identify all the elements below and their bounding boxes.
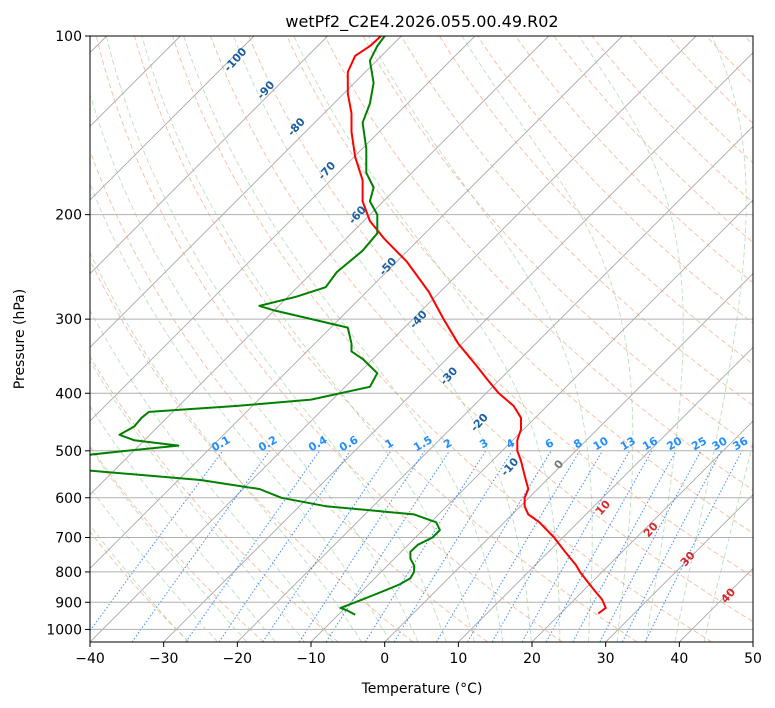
x-tick-label: −20: [223, 651, 253, 667]
dry-adiabat-line: [210, 36, 753, 623]
plot-frame: [89, 35, 754, 643]
moist-adiabat-line: [674, 36, 747, 642]
x-tick-label: 0: [380, 651, 389, 667]
mixing-ratio-line: [644, 450, 743, 642]
isotherm-line: [90, 36, 255, 201]
mixing-ratio-line: [90, 450, 224, 632]
isotherm-line: [90, 36, 328, 275]
moist-adiabat-line: [90, 182, 391, 642]
dry-adiabat-line: [90, 355, 339, 642]
dry-adiabat-line: [286, 36, 753, 534]
x-axis-label: Temperature (°C): [361, 681, 483, 697]
mixing-ratio-line: [185, 450, 321, 642]
moist-adiabat-line: [90, 524, 189, 642]
dry-adiabat-line: [400, 36, 753, 407]
y-axis-label: Pressure (hPa): [12, 289, 28, 389]
isotherm-line: [90, 36, 402, 348]
y-tick-label: 200: [55, 208, 82, 224]
dry-adiabat-line: [324, 36, 753, 491]
dewpoint-profile-line: [90, 36, 441, 616]
dry-adiabat-line: [90, 259, 414, 642]
y-tick-label: 500: [55, 444, 82, 460]
isotherm-line: [384, 273, 753, 642]
x-tick-label: 40: [670, 651, 688, 667]
isotherm-line: [605, 494, 753, 642]
background-lines: [90, 36, 753, 642]
moist-adiabat-line: [578, 36, 684, 642]
moist-adiabat-line: [368, 36, 593, 642]
dry-adiabat-line: [591, 36, 753, 204]
mixing-ratio-line: [218, 450, 351, 642]
x-tick-label: 50: [744, 651, 762, 667]
mixing-ratio-line: [572, 450, 677, 642]
temperature-profile-line: [346, 36, 607, 615]
x-tick-label: 10: [449, 651, 467, 667]
mixing-ratio-line: [621, 450, 722, 642]
x-tick-label: −40: [75, 651, 105, 667]
isotherm-line: [163, 52, 753, 642]
moist-adiabat-line: [90, 359, 305, 642]
isotherm-line: [458, 346, 753, 642]
x-tick-label: −30: [149, 651, 179, 667]
dry-adiabat-line: [95, 36, 563, 642]
dry-adiabat-line: [477, 36, 753, 324]
y-tick-label: 600: [55, 491, 82, 507]
dry-adiabat-line: [439, 36, 753, 365]
mixing-ratio-line: [325, 450, 451, 642]
mixing-ratio-line: [599, 450, 702, 642]
mixing-ratio-line: [435, 450, 552, 642]
moist-adiabat-line: [293, 36, 561, 642]
plot-area: [90, 36, 753, 642]
mixing-ratio-line: [131, 450, 271, 642]
pressure-gridlines: [90, 36, 753, 630]
moist-adiabat-line: [183, 36, 504, 642]
y-tick-label: 1000: [46, 622, 82, 638]
mixing-ratio-line: [545, 450, 653, 642]
mixing-ratio-line: [262, 450, 392, 642]
y-tick-label: 300: [55, 312, 82, 328]
isotherm-line: [90, 36, 476, 422]
y-axis: 100 200 300 400 500 600 700 800 900 1000: [46, 29, 90, 638]
dry-adiabat-line: [553, 36, 753, 244]
mixing-ratio-line: [521, 450, 631, 642]
moist-adiabat-line: [90, 405, 276, 642]
moist-adiabat-line: [141, 36, 475, 642]
x-tick-label: −10: [296, 651, 326, 667]
dry-adiabat-line: [248, 36, 753, 578]
dry-adiabat-line: [90, 531, 190, 642]
y-tick-label: 700: [55, 531, 82, 547]
moist-adiabat-line: [90, 309, 334, 642]
x-axis: −40 −30 −20 −10 0 10 20 30 40 50: [75, 642, 762, 667]
y-tick-label: 900: [55, 595, 82, 611]
isotherm-line: [90, 36, 623, 569]
x-tick-label: 30: [597, 651, 615, 667]
moist-adiabat-line: [233, 36, 532, 642]
moist-adiabat-line: [105, 36, 447, 642]
moist-adiabat-line: [90, 447, 247, 642]
isotherm-line: [531, 420, 753, 642]
moist-adiabat-line: [90, 486, 218, 642]
x-tick-label: 20: [523, 651, 541, 667]
chart-title: wetPf2_C2E4.2026.055.00.49.R02: [285, 12, 558, 32]
mixing-ratio-line: [393, 450, 513, 642]
mixing-ratio-line: [298, 450, 426, 642]
y-tick-label: 100: [55, 29, 82, 45]
y-tick-label: 400: [55, 386, 82, 402]
moist-adiabat-line: [703, 441, 753, 642]
profile-lines: [90, 36, 607, 616]
isotherm-line: [90, 36, 549, 496]
dry-adiabat-line: [362, 36, 753, 448]
dry-adiabat-line: [133, 36, 638, 642]
y-tick-label: 800: [55, 565, 82, 581]
dry-adiabat-line: [172, 36, 712, 642]
